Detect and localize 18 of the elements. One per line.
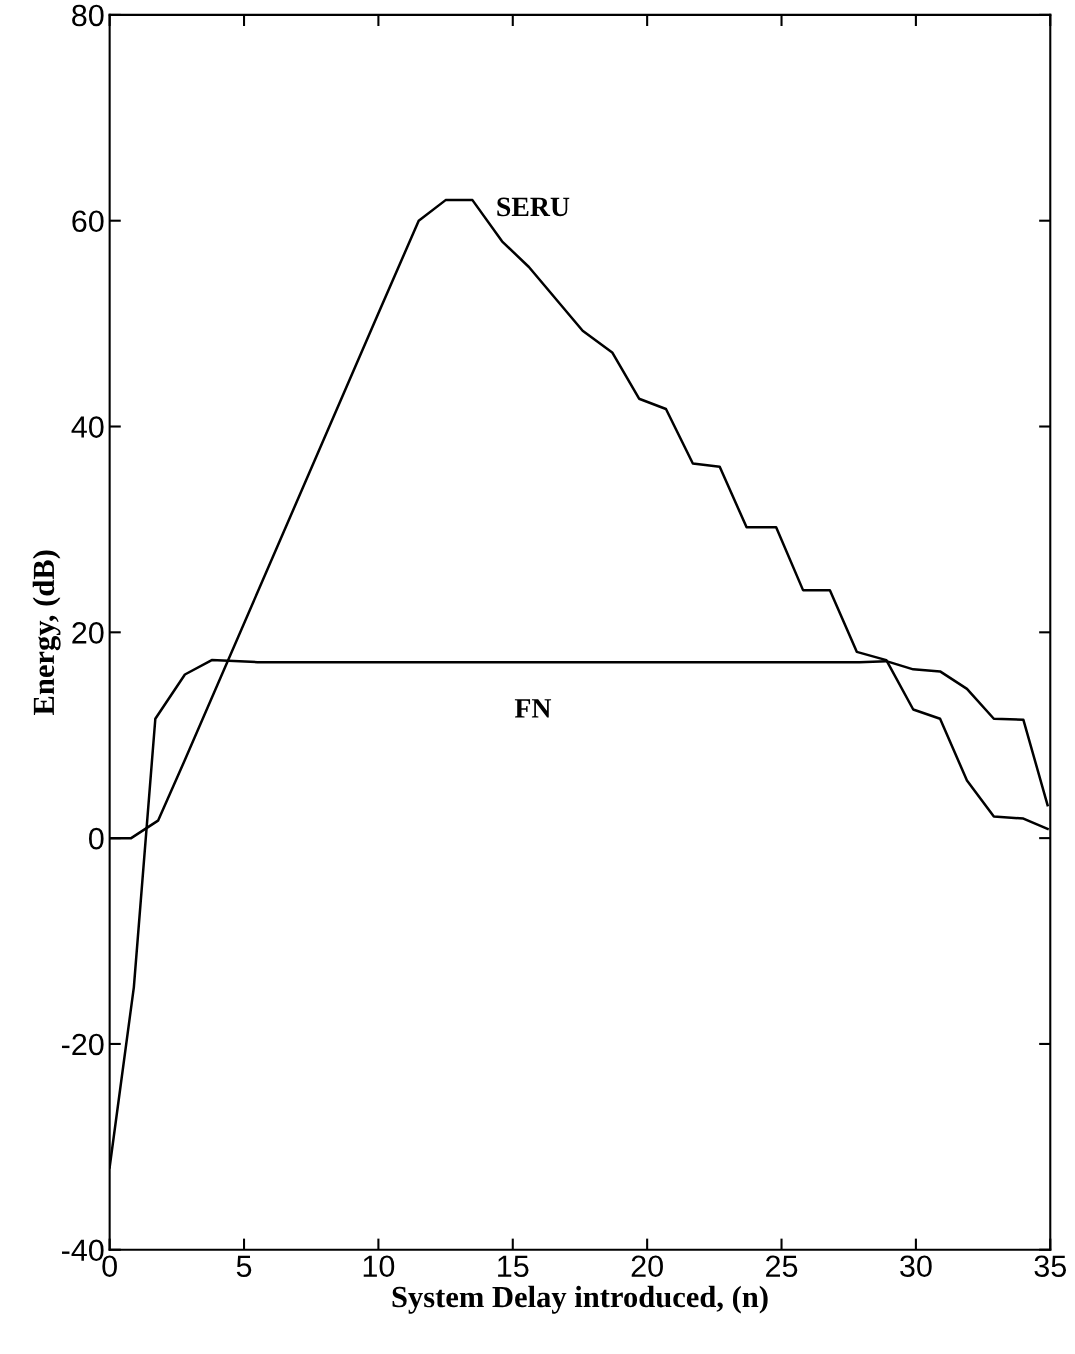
y-tick-label: 20 — [72, 622, 104, 644]
y-tick-label: 60 — [72, 210, 104, 233]
y-tick-label: 40 — [71, 416, 104, 438]
x-tick-label: 25 — [766, 1255, 798, 1278]
x-axis-title: System Delay introduced, (n) — [392, 1285, 768, 1314]
x-tick-label: 15 — [498, 1255, 529, 1278]
y-tick-label: -40 — [61, 1239, 104, 1262]
x-tick-label: 30 — [900, 1255, 932, 1278]
y-tick-label: 0 — [88, 827, 104, 850]
x-tick-label: 35 — [1034, 1255, 1066, 1278]
series-label: FN — [514, 699, 552, 718]
x-tick-label: 5 — [236, 1255, 252, 1278]
series-label: SERU — [497, 197, 570, 217]
y-tick-label: -20 — [61, 1033, 104, 1056]
y-tick-label: 80 — [72, 4, 104, 27]
x-tick-label: 10 — [363, 1255, 395, 1278]
y-axis-title: Energy, (dB) — [32, 550, 61, 715]
x-tick-label: 20 — [631, 1255, 663, 1278]
